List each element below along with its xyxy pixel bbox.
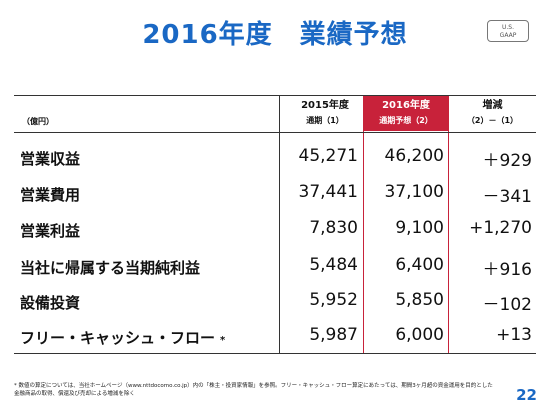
fy2015-header-line-2: 通期（1） <box>306 116 344 125</box>
fy2015-header-line-1: 2015年度 <box>301 100 349 111</box>
change-header-line-1: 増減 <box>482 100 503 111</box>
cell-change: －341 <box>482 187 532 207</box>
column-divider <box>279 95 280 353</box>
row-label-operating-income: 営業利益 <box>20 222 81 240</box>
cell-fy2016: 6,400 <box>395 255 444 275</box>
badge-line-1: U.S. <box>501 24 514 31</box>
badge-line-2: GAAP <box>499 32 517 39</box>
row-label-operating-revenue: 営業収益 <box>20 150 81 168</box>
accounting-standard-badge: U.S. GAAP <box>487 20 529 42</box>
cell-fy2015: 5,484 <box>309 255 358 275</box>
forecast-header-line-1: 2016年度 <box>382 100 430 111</box>
page-number: 22 <box>516 386 537 404</box>
cell-change: ＋916 <box>482 260 532 280</box>
forecast-header-line-2: 通期予想（2） <box>379 116 433 125</box>
cell-change: +13 <box>496 325 532 345</box>
change-header-line-2: （2）－（1） <box>466 116 519 125</box>
row-label-net-income: 当社に帰属する当期純利益 <box>20 259 201 277</box>
cell-fy2016: 46,200 <box>384 146 444 166</box>
cell-fy2016: 37,100 <box>384 182 444 202</box>
forecast-column-header: 2016年度 通期予想（2） <box>363 95 449 131</box>
cell-fy2015: 5,987 <box>309 325 358 345</box>
forecast-column-frame <box>363 95 449 353</box>
cell-change: －102 <box>482 295 532 315</box>
footnote-marker: * <box>220 335 226 346</box>
row-label-free-cash-flow: フリー・キャッシュ・フロー * <box>20 327 225 348</box>
fy2015-column-header: 2015年度 通期（1） <box>290 98 360 128</box>
cell-fy2015: 5,952 <box>309 290 358 310</box>
change-column-header: 増減 （2）－（1） <box>455 98 530 128</box>
row-label-operating-expenses: 営業費用 <box>20 186 81 204</box>
table-top-rule <box>14 95 536 96</box>
cell-fy2016: 9,100 <box>395 218 444 238</box>
slide-title: 2016年度 業績予想 <box>142 20 408 50</box>
cell-fy2016: 5,850 <box>395 290 444 310</box>
cell-fy2016: 6,000 <box>395 325 444 345</box>
cell-change: ＋929 <box>482 151 532 171</box>
header-bottom-rule <box>14 132 536 133</box>
cell-fy2015: 7,830 <box>309 218 358 238</box>
footnote: * 数値の算定については、当社ホームページ（www.nttdocomo.co.j… <box>14 383 493 397</box>
unit-label: （億円） <box>22 117 54 126</box>
table-bottom-rule <box>14 353 536 354</box>
cell-fy2015: 37,441 <box>298 182 358 202</box>
row-label-capex: 設備投資 <box>20 294 81 312</box>
cell-change: +1,270 <box>469 218 532 238</box>
cell-fy2015: 45,271 <box>298 146 358 166</box>
row-label-text: フリー・キャッシュ・フロー <box>20 329 216 347</box>
